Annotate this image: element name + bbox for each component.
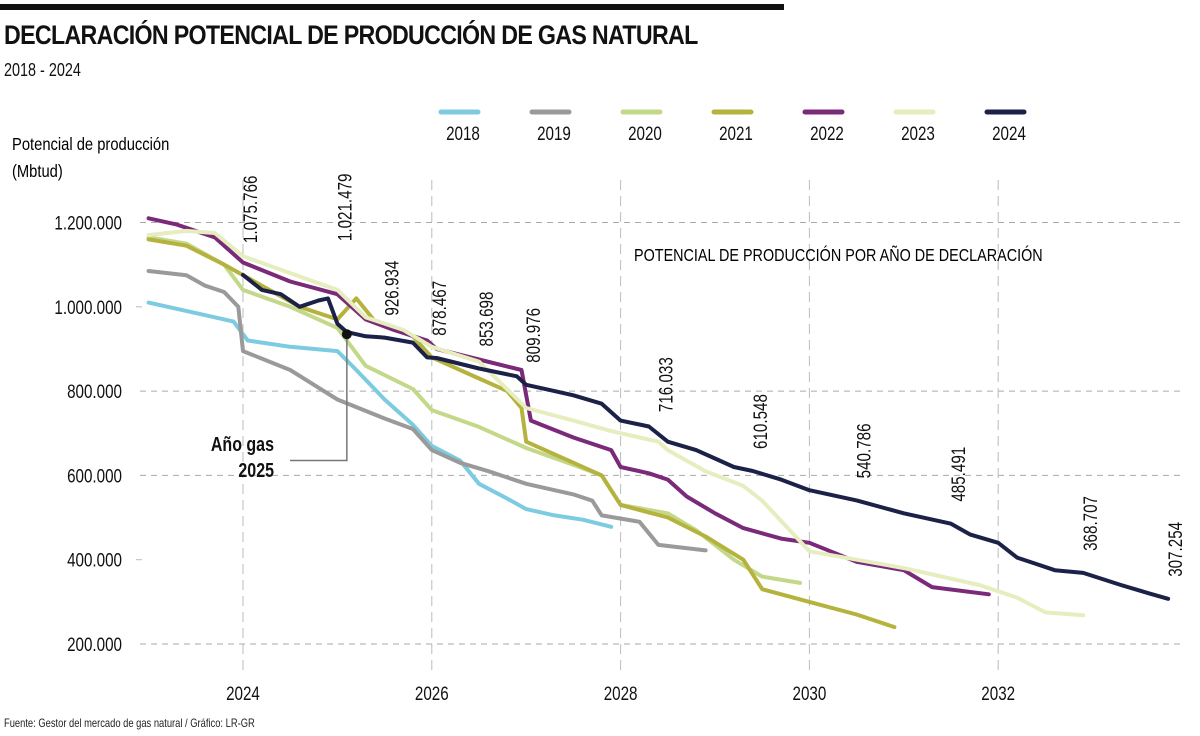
x-tick-labels: 2024 2026 2028 2030 2032 [226, 682, 1015, 704]
legend-item-2022: 2022 [802, 109, 845, 144]
series-line-2019 [146, 269, 708, 553]
y-axis-label-line1: Potencial de producción [12, 135, 169, 155]
legend-label: 2018 [446, 122, 480, 144]
legend-item-2020: 2020 [620, 109, 663, 144]
y-tick-labels: 200.000 400.000 600.000 800.000 1.000.000 1.2… [54, 212, 122, 656]
y-tick-label: 200.000 [67, 633, 122, 655]
value-label: 485.491 [947, 447, 969, 502]
y-tick-label: 400.000 [67, 549, 122, 571]
legend-label: 2024 [992, 122, 1026, 144]
x-tick-label: 2032 [981, 682, 1015, 704]
value-label: 853.698 [475, 292, 497, 347]
year-gas-marker: Año gas 2025 [211, 329, 352, 481]
value-label: 540.786 [853, 423, 875, 478]
chart-title: DECLARACIÓN POTENCIAL DE PRODUCCIÓN DE G… [4, 20, 698, 50]
value-label: 610.548 [749, 394, 771, 449]
source-footer: Fuente: Gestor del mercado de gas natura… [4, 716, 255, 730]
x-tick-label: 2030 [793, 682, 827, 704]
legend-item-2024: 2024 [984, 109, 1027, 144]
x-tick-label: 2024 [226, 682, 260, 704]
value-label: 368.707 [1079, 496, 1101, 551]
annotation-title: POTENCIAL DE PRODUCCIÓN POR AÑO DE DECLA… [634, 243, 1043, 265]
y-tick-label: 800.000 [67, 380, 122, 402]
y-tick-label: 600.000 [67, 465, 122, 487]
y-tick-label: 1.200.000 [54, 212, 122, 234]
value-label: 716.033 [655, 357, 677, 412]
marker-leader-line [290, 334, 348, 462]
legend-label: 2020 [628, 122, 662, 144]
legend: 2018 2019 2020 2021 2022 2023 2024 [438, 109, 1027, 144]
legend-item-2019: 2019 [529, 109, 572, 144]
series-line-2024 [241, 272, 1171, 601]
legend-label: 2019 [537, 122, 571, 144]
legend-label: 2022 [810, 122, 844, 144]
value-label: 926.934 [381, 260, 403, 315]
legend-label: 2023 [901, 122, 935, 144]
top-rule [0, 4, 784, 10]
series-lines [146, 216, 1171, 630]
series-line-2023 [146, 228, 1086, 618]
value-label: 878.467 [428, 281, 450, 336]
marker-label-line1: Año gas [211, 433, 274, 455]
marker-dot [341, 329, 352, 340]
value-label: 1.021.479 [334, 174, 356, 242]
value-label: 809.976 [523, 308, 545, 363]
value-labels: 1.075.766 1.021.479 926.934 878.467 853.698 8… [239, 174, 1186, 577]
legend-item-2021: 2021 [711, 109, 754, 144]
legend-label: 2021 [719, 122, 753, 144]
series-line-2020 [146, 235, 802, 585]
x-tick-label: 2028 [604, 682, 638, 704]
legend-item-2018: 2018 [438, 109, 481, 144]
chart-subtitle: 2018 - 2024 [4, 60, 81, 80]
value-label: 1.075.766 [239, 176, 261, 244]
legend-item-2023: 2023 [893, 109, 936, 144]
y-tick-label: 1.000.000 [54, 296, 122, 318]
marker-label-line2: 2025 [238, 459, 274, 481]
series-line-2022 [146, 216, 991, 597]
x-tick-label: 2026 [415, 682, 449, 704]
y-axis-label-line2: (Mbtud) [12, 162, 63, 182]
value-label: 307.254 [1164, 522, 1186, 577]
